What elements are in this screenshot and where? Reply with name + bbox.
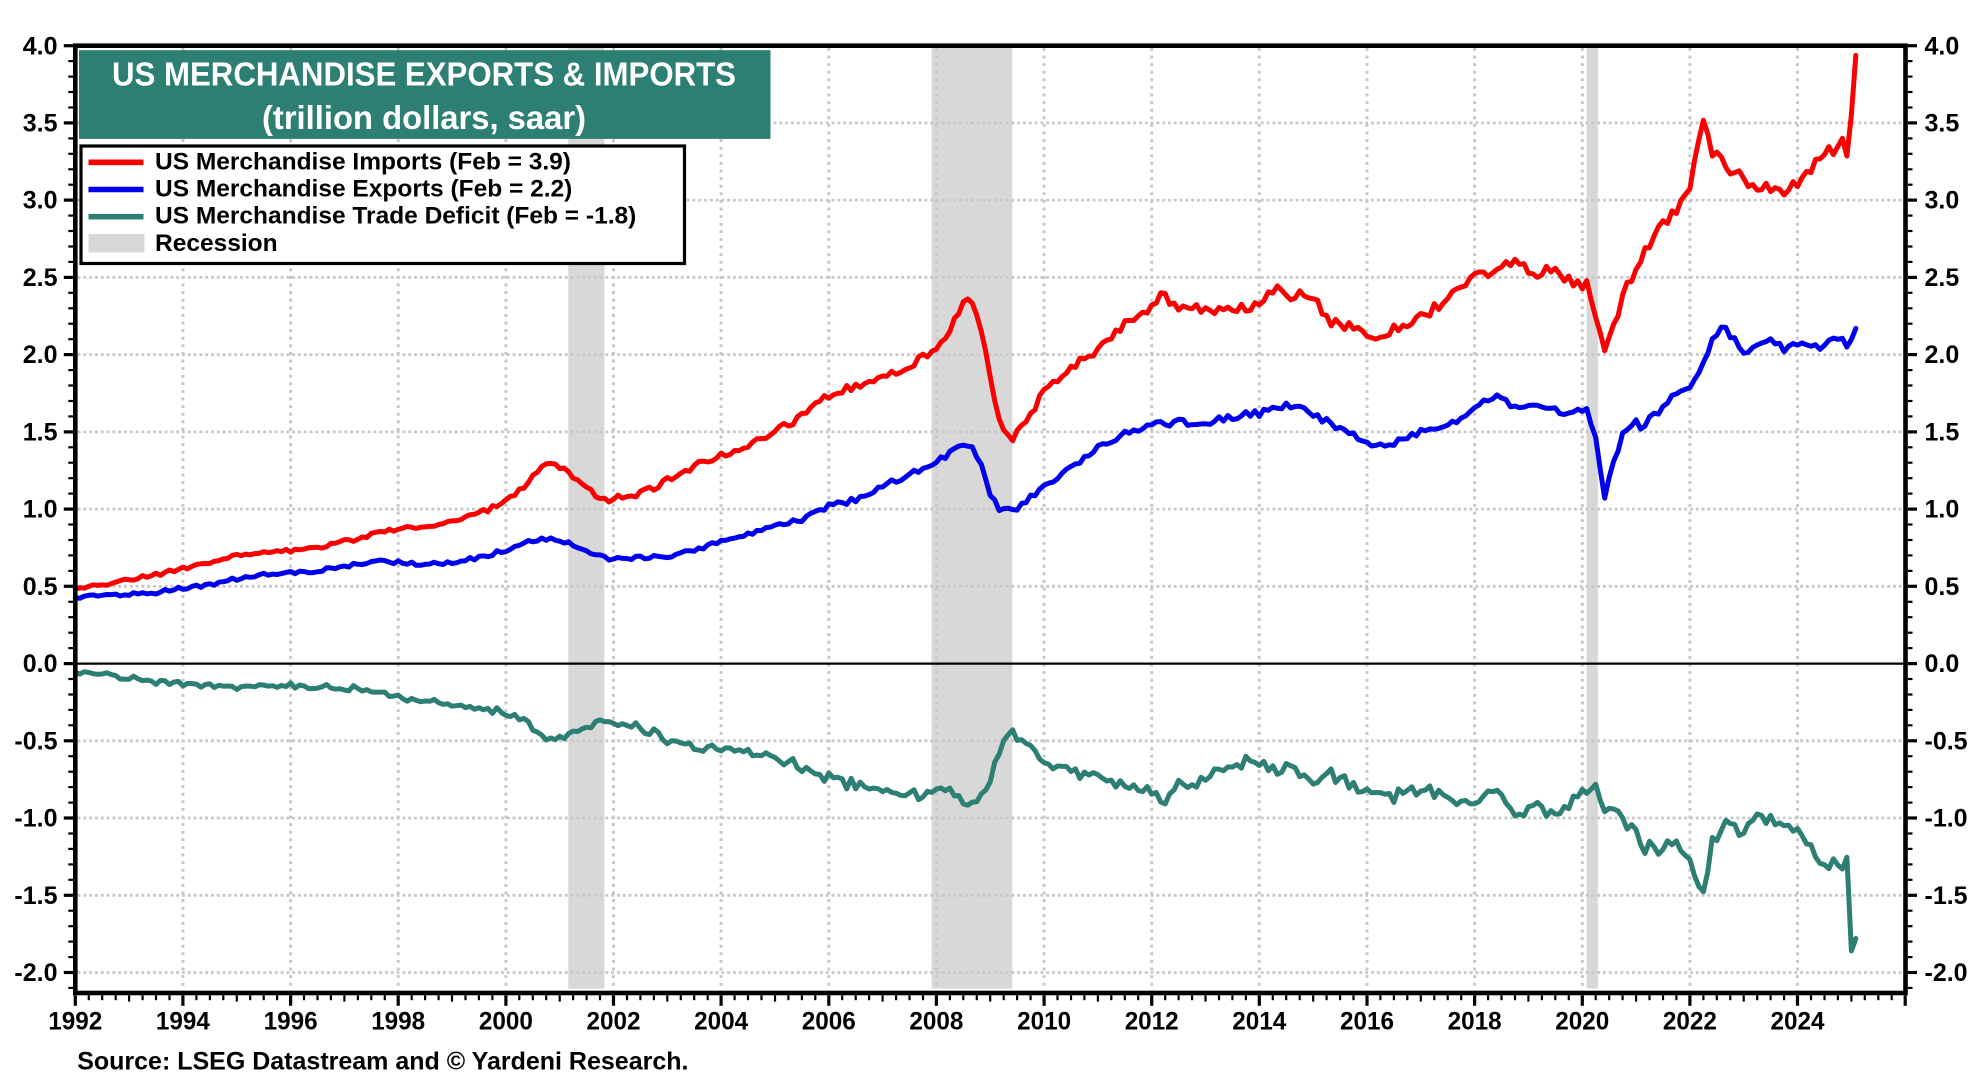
svg-text:0.5: 0.5	[1925, 573, 1960, 601]
svg-text:1992: 1992	[48, 1008, 102, 1036]
svg-text:4.0: 4.0	[23, 32, 58, 60]
svg-text:-1.5: -1.5	[1925, 882, 1968, 910]
svg-text:US MERCHANDISE EXPORTS & IMPOR: US MERCHANDISE EXPORTS & IMPORTS	[112, 56, 736, 93]
svg-text:2022: 2022	[1663, 1008, 1717, 1036]
svg-text:2014: 2014	[1232, 1008, 1286, 1036]
svg-text:2004: 2004	[694, 1008, 748, 1036]
svg-text:2.5: 2.5	[23, 264, 58, 292]
svg-text:2.0: 2.0	[23, 341, 58, 369]
svg-text:-0.5: -0.5	[14, 727, 57, 755]
svg-text:0.0: 0.0	[1925, 650, 1960, 678]
svg-text:2000: 2000	[479, 1008, 533, 1036]
svg-text:-2.0: -2.0	[1925, 959, 1968, 987]
svg-text:(trillion dollars, saar): (trillion dollars, saar)	[262, 99, 586, 136]
svg-text:1998: 1998	[371, 1008, 425, 1036]
svg-text:US Merchandise Exports (Feb =: US Merchandise Exports (Feb = 2.2)	[155, 176, 572, 203]
svg-text:-1.0: -1.0	[14, 805, 57, 833]
svg-text:2002: 2002	[587, 1008, 641, 1036]
svg-text:1.0: 1.0	[1925, 496, 1960, 524]
svg-text:2018: 2018	[1448, 1008, 1502, 1036]
svg-text:1.5: 1.5	[23, 419, 58, 447]
svg-text:3.0: 3.0	[23, 187, 58, 215]
svg-text:3.5: 3.5	[23, 110, 58, 138]
svg-text:2024: 2024	[1771, 1008, 1825, 1036]
svg-text:4.0: 4.0	[1925, 32, 1960, 60]
svg-text:2012: 2012	[1125, 1008, 1179, 1036]
svg-text:-1.0: -1.0	[1925, 805, 1968, 833]
svg-text:-2.0: -2.0	[14, 959, 57, 987]
svg-text:-0.5: -0.5	[1925, 727, 1968, 755]
svg-text:Recession: Recession	[155, 230, 278, 257]
svg-text:2010: 2010	[1017, 1008, 1071, 1036]
svg-text:-1.5: -1.5	[14, 882, 57, 910]
svg-text:2.0: 2.0	[1925, 341, 1960, 369]
svg-text:US Merchandise Trade Deficit (: US Merchandise Trade Deficit (Feb = -1.8…	[155, 203, 636, 230]
svg-text:US Merchandise Imports (Feb =: US Merchandise Imports (Feb = 3.9)	[155, 148, 571, 175]
svg-text:2.5: 2.5	[1925, 264, 1960, 292]
svg-text:2008: 2008	[909, 1008, 963, 1036]
svg-text:0.5: 0.5	[23, 573, 58, 601]
svg-text:1996: 1996	[264, 1008, 318, 1036]
svg-text:1.0: 1.0	[23, 496, 58, 524]
svg-text:3.5: 3.5	[1925, 110, 1960, 138]
svg-text:2016: 2016	[1340, 1008, 1394, 1036]
svg-text:3.0: 3.0	[1925, 187, 1960, 215]
svg-text:Source: LSEG Datastream and ©: Source: LSEG Datastream and © Yardeni Re…	[77, 1047, 688, 1075]
svg-text:1.5: 1.5	[1925, 419, 1960, 447]
svg-text:2020: 2020	[1555, 1008, 1609, 1036]
svg-text:2006: 2006	[802, 1008, 856, 1036]
svg-text:1994: 1994	[156, 1008, 210, 1036]
svg-text:0.0: 0.0	[23, 650, 58, 678]
